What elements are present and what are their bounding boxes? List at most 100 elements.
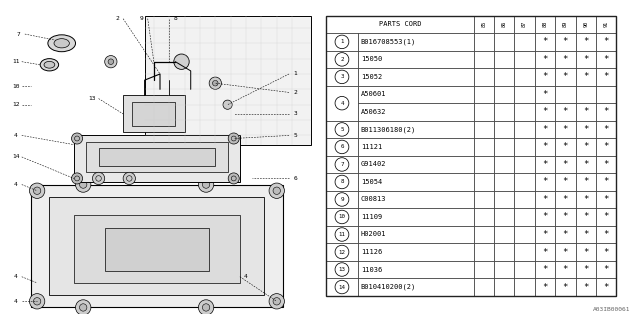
Circle shape xyxy=(198,300,214,315)
Bar xyxy=(474,173,494,191)
Bar xyxy=(556,208,575,226)
Text: 9: 9 xyxy=(140,16,143,21)
Circle shape xyxy=(228,173,239,184)
Bar xyxy=(575,86,596,103)
Text: 12: 12 xyxy=(12,102,19,107)
Bar xyxy=(326,278,358,296)
Text: 4: 4 xyxy=(13,133,17,138)
Text: 14: 14 xyxy=(12,155,19,159)
Circle shape xyxy=(335,175,349,189)
Text: *: * xyxy=(583,37,588,46)
Circle shape xyxy=(72,133,83,144)
Circle shape xyxy=(269,294,284,309)
Circle shape xyxy=(335,263,349,276)
Bar xyxy=(556,51,575,68)
Circle shape xyxy=(202,304,210,311)
Bar xyxy=(74,135,240,181)
Bar xyxy=(494,243,515,261)
Bar xyxy=(535,138,556,156)
Bar xyxy=(474,226,494,243)
Text: 10: 10 xyxy=(12,84,19,89)
Text: *: * xyxy=(542,55,548,64)
Bar xyxy=(326,138,358,156)
Text: 12: 12 xyxy=(339,250,346,254)
Bar xyxy=(575,51,596,68)
Bar xyxy=(556,68,575,86)
Circle shape xyxy=(335,96,349,110)
Text: *: * xyxy=(583,212,588,221)
Text: *: * xyxy=(563,160,568,169)
Text: *: * xyxy=(563,195,568,204)
Bar xyxy=(326,121,358,138)
Text: G91402: G91402 xyxy=(361,162,387,167)
Bar xyxy=(494,33,515,51)
Bar xyxy=(145,16,310,145)
Circle shape xyxy=(105,56,117,68)
Bar xyxy=(535,173,556,191)
Bar xyxy=(474,243,494,261)
Circle shape xyxy=(228,133,239,144)
Bar xyxy=(494,191,515,208)
Bar xyxy=(494,173,515,191)
Text: 1: 1 xyxy=(340,39,344,44)
Bar xyxy=(515,191,535,208)
Bar xyxy=(596,86,616,103)
Text: H02001: H02001 xyxy=(361,231,387,237)
Bar xyxy=(535,33,556,51)
Bar xyxy=(358,138,474,156)
Bar xyxy=(358,51,474,68)
Circle shape xyxy=(174,54,189,69)
Circle shape xyxy=(335,210,349,224)
Bar xyxy=(575,226,596,243)
Text: 15050: 15050 xyxy=(361,56,382,62)
Circle shape xyxy=(335,158,349,171)
Text: 11: 11 xyxy=(12,59,19,64)
Bar xyxy=(535,51,556,68)
Text: *: * xyxy=(604,160,609,169)
Text: *: * xyxy=(542,212,548,221)
Bar xyxy=(326,191,358,208)
Text: *: * xyxy=(542,178,548,187)
Circle shape xyxy=(335,52,349,66)
Bar xyxy=(326,243,358,261)
Text: *: * xyxy=(604,37,609,46)
Bar xyxy=(575,156,596,173)
Bar xyxy=(535,121,556,138)
Text: *: * xyxy=(542,90,548,99)
Text: *: * xyxy=(563,72,568,81)
Circle shape xyxy=(123,172,136,185)
Bar xyxy=(596,208,616,226)
Text: 4: 4 xyxy=(244,274,248,279)
Circle shape xyxy=(209,77,221,89)
Circle shape xyxy=(335,123,349,136)
Text: *: * xyxy=(583,55,588,64)
Bar xyxy=(515,156,535,173)
Bar xyxy=(556,226,575,243)
Text: *: * xyxy=(542,230,548,239)
Text: *: * xyxy=(604,195,609,204)
Circle shape xyxy=(335,193,349,206)
Bar xyxy=(596,33,616,51)
Bar xyxy=(596,16,616,33)
Text: *: * xyxy=(563,55,568,64)
Bar xyxy=(358,156,474,173)
Text: 10: 10 xyxy=(339,214,346,220)
Text: *: * xyxy=(563,283,568,292)
Bar xyxy=(596,138,616,156)
Text: 13: 13 xyxy=(339,267,346,272)
Text: *: * xyxy=(542,195,548,204)
Bar xyxy=(575,278,596,296)
Bar xyxy=(326,208,358,226)
Bar xyxy=(535,86,556,103)
Bar xyxy=(575,33,596,51)
Bar xyxy=(474,51,494,68)
Bar xyxy=(556,173,575,191)
Bar xyxy=(494,16,515,33)
Bar xyxy=(86,141,228,172)
Text: 11109: 11109 xyxy=(361,214,382,220)
Text: *: * xyxy=(563,265,568,274)
Text: B010410200(2): B010410200(2) xyxy=(361,284,416,290)
Text: B016708553(1): B016708553(1) xyxy=(361,39,416,45)
Bar xyxy=(358,208,474,226)
Bar xyxy=(494,86,515,103)
